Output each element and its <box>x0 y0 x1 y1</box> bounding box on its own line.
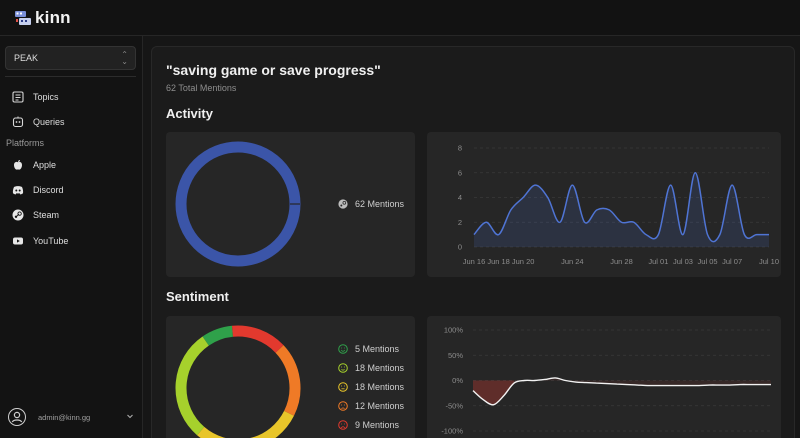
project-select[interactable]: PEAK ⌃ ⌄ <box>5 46 136 70</box>
x-tick-label: Jun 20 <box>512 257 535 266</box>
legend-item-very-negative: 9 Mentions <box>338 420 399 430</box>
area-fill <box>474 172 769 247</box>
sidebar-item-topics[interactable]: Topics <box>12 88 59 106</box>
sidebar-item-label: Topics <box>33 92 59 102</box>
topic-panel: "saving game or save progress" 62 Total … <box>151 46 795 438</box>
sentiment-heading: Sentiment <box>166 289 229 304</box>
project-select-value: PEAK <box>14 53 39 63</box>
legend-item-negative: 12 Mentions <box>338 401 404 411</box>
youtube-icon <box>13 237 23 245</box>
legend-label: 5 Mentions <box>355 344 400 354</box>
y-tick-label: 50% <box>448 351 463 360</box>
legend-item-neutral: 18 Mentions <box>338 382 404 392</box>
donut-slice-neutral[interactable] <box>197 410 294 438</box>
legend-item-positive: 18 Mentions <box>338 363 404 373</box>
platforms-heading: Platforms <box>6 138 45 148</box>
select-chevron-icon: ⌃ ⌄ <box>121 50 128 66</box>
legend-label: 62 Mentions <box>355 199 405 209</box>
y-tick-label: 0% <box>452 376 463 385</box>
topics-icon <box>12 91 24 103</box>
legend-label: 9 Mentions <box>355 420 400 430</box>
legend-label: 12 Mentions <box>355 401 405 411</box>
x-tick-label: Jun 16 <box>463 257 486 266</box>
negative-area-fill <box>473 380 515 405</box>
user-icon <box>11 411 23 423</box>
steam-icon <box>338 199 348 209</box>
activity-donut-chart <box>175 141 301 267</box>
x-tick-label: Jun 18 <box>487 257 510 266</box>
legend-item-very-positive: 5 Mentions <box>338 344 399 354</box>
account-menu[interactable]: admin@kinn.gg <box>8 406 138 428</box>
donut-slice-very-negative[interactable] <box>231 325 284 353</box>
sentiment-donut-card: 5 Mentions 18 Mentions 18 Mentions 12 Menti… <box>166 316 415 438</box>
y-tick-label: -50% <box>445 401 463 410</box>
account-email: admin@kinn.gg <box>38 412 91 422</box>
activity-chart-card: 0 2 4 6 8 Jun 16 Jun 18 Jun 20 Jun 24 Jun 28 Jul 0… <box>427 132 781 277</box>
very-sad-face-icon <box>338 420 348 430</box>
sidebar-item-label: Discord <box>33 185 64 195</box>
chevron-down-icon <box>127 414 133 419</box>
sidebar-item-label: Queries <box>33 117 65 127</box>
donut-slice-positive[interactable] <box>175 336 209 436</box>
x-tick-label: Jul 10 <box>759 257 779 266</box>
activity-heading: Activity <box>166 106 213 121</box>
y-tick-label: 4 <box>458 193 462 202</box>
sidebar-item-label: Apple <box>33 160 57 170</box>
discord-icon <box>12 186 24 195</box>
sidebar-item-discord[interactable]: Discord <box>12 181 64 199</box>
activity-area-chart: 0 2 4 6 8 Jun 16 Jun 18 Jun 20 Jun 24 Jun 28 Jul 0… <box>458 144 779 267</box>
steam-icon <box>12 209 24 221</box>
app-name[interactable]: kinn <box>35 8 71 27</box>
activity-donut-card: 62 Mentions <box>166 132 415 277</box>
legend-item-steam: 62 Mentions <box>338 199 404 209</box>
donut-slice-steam[interactable] <box>175 141 301 267</box>
sentiment-line-chart: 100% 50% 0% -50% -100% <box>441 326 771 436</box>
very-happy-face-icon <box>338 344 348 354</box>
sentiment-line[interactable] <box>472 377 771 406</box>
kinn-logo-icon <box>15 11 31 25</box>
page-title: "saving game or save progress" <box>166 62 381 78</box>
x-tick-label: Jun 28 <box>610 257 633 266</box>
sad-face-icon <box>338 401 348 411</box>
sidebar-item-steam[interactable]: Steam <box>12 206 59 224</box>
happy-face-icon <box>338 363 348 373</box>
x-tick-label: Jul 03 <box>673 257 693 266</box>
neutral-face-icon <box>338 382 348 392</box>
total-mentions: 62 Total Mentions <box>166 83 237 93</box>
x-tick-label: Jul 07 <box>722 257 742 266</box>
y-tick-label: -100% <box>441 427 463 436</box>
sidebar-item-label: YouTube <box>33 236 69 246</box>
y-tick-label: 100% <box>444 326 464 335</box>
y-tick-label: 0 <box>458 243 462 252</box>
x-tick-label: Jun 24 <box>561 257 584 266</box>
sidebar-item-label: Steam <box>33 210 60 220</box>
area-line[interactable] <box>473 171 769 243</box>
x-tick-label: Jul 01 <box>648 257 668 266</box>
donut-slice-very-positive[interactable] <box>202 325 234 346</box>
top-bar: kinn <box>0 0 800 36</box>
x-tick-label: Jul 05 <box>698 257 718 266</box>
avatar <box>8 408 26 426</box>
sentiment-chart-card: 100% 50% 0% -50% -100% <box>427 316 781 438</box>
apple-icon <box>14 160 22 170</box>
sentiment-area-fill <box>473 377 771 405</box>
y-tick-label: 8 <box>458 144 462 153</box>
sidebar-item-youtube[interactable]: YouTube <box>12 232 68 250</box>
sentiment-donut-chart <box>175 325 301 438</box>
legend-label: 18 Mentions <box>355 363 405 373</box>
sidebar: PEAK ⌃ ⌄ Topics Queries Platforms Apple <box>0 36 143 438</box>
y-tick-label: 2 <box>458 218 462 227</box>
legend-label: 18 Mentions <box>355 382 405 392</box>
y-tick-label: 6 <box>458 168 462 177</box>
donut-slice-negative[interactable] <box>275 345 301 416</box>
sidebar-item-queries[interactable]: Queries <box>12 113 65 131</box>
sidebar-item-apple[interactable]: Apple <box>12 156 56 174</box>
sidebar-divider <box>5 76 136 77</box>
queries-icon <box>12 116 24 128</box>
